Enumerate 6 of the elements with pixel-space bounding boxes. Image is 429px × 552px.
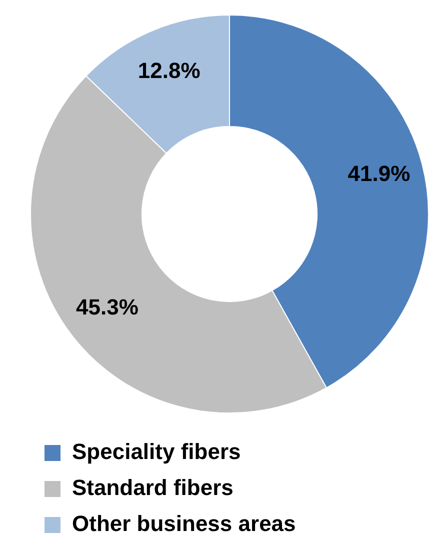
- legend-label: Other business areas: [72, 511, 296, 536]
- legend-label: Standard fibers: [72, 475, 234, 500]
- data-label: 45.3%: [76, 294, 138, 320]
- data-label: 41.9%: [348, 161, 410, 186]
- data-label: 12.8%: [138, 58, 200, 83]
- legend-label: Speciality fibers: [72, 439, 241, 464]
